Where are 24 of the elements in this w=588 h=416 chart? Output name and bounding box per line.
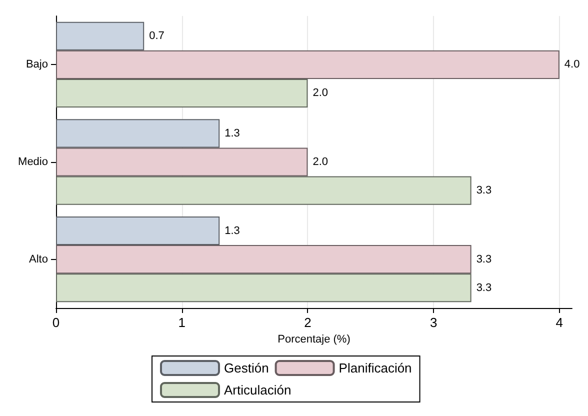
- legend-label: Planificación: [338, 360, 412, 376]
- data-label: 3.3: [476, 253, 492, 266]
- data-label: 2.0: [312, 87, 328, 100]
- bar: [56, 119, 220, 148]
- data-label: 2.0: [312, 156, 328, 168]
- y-tick-label: Alto: [29, 253, 48, 266]
- x-tick-label: 1: [178, 315, 186, 330]
- legend-label: Articulación: [224, 382, 292, 398]
- x-tick-label: 3: [430, 315, 438, 330]
- legend-label: Gestión: [224, 360, 269, 376]
- bar: [56, 22, 144, 50]
- data-label: 1.3: [224, 127, 240, 140]
- data-label: 4.0: [564, 58, 580, 71]
- data-label: 3.3: [476, 184, 492, 197]
- data-label: 0.7: [149, 30, 164, 42]
- data-label: 1.3: [224, 224, 240, 237]
- x-tick-label: 0: [52, 315, 60, 330]
- x-tick-label: 4: [556, 315, 564, 330]
- x-tick-label: 2: [304, 315, 312, 330]
- data-label: 3.3: [476, 282, 492, 294]
- bar: [56, 216, 220, 246]
- y-tick-label: Bajo: [26, 58, 48, 71]
- y-tick-label: Medio: [18, 156, 48, 168]
- x-axis-title: Porcentaje (%): [278, 333, 350, 346]
